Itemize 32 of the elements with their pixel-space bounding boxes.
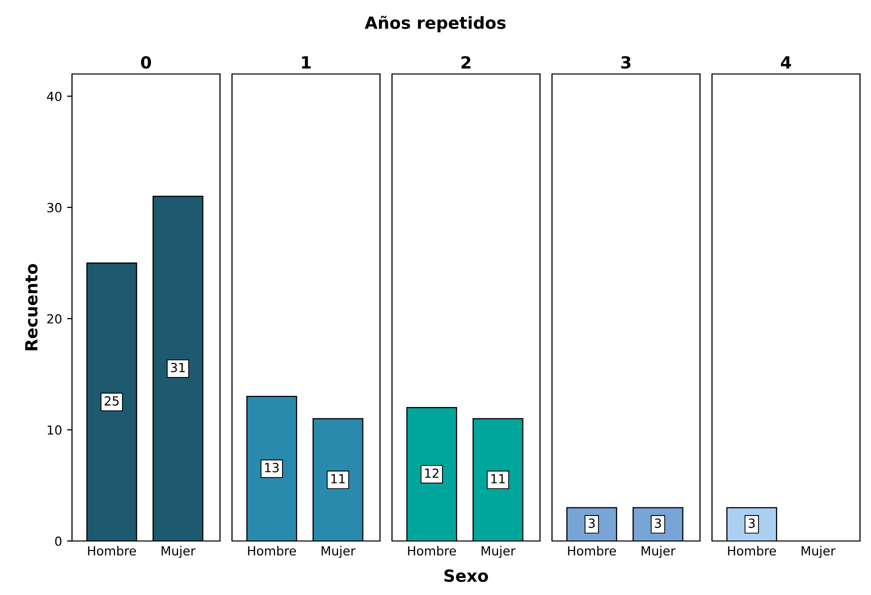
y-tick-label: 30 [47,202,62,212]
chart-title: 1 [302,56,311,68]
y-axis-title: Recuento [25,264,38,350]
data-label: 11 [491,474,505,484]
chart-title: 0 [141,56,151,69]
data-label: 3 [654,518,661,528]
x-tick-label: Hombre [408,546,456,556]
data-label: 31 [170,362,185,372]
data-label: 3 [588,518,595,528]
data-label: 12 [425,468,438,478]
chart-title: 4 [780,56,792,68]
y-tick-label: 40 [46,92,62,102]
chart-title: 2 [462,56,470,68]
text: Años repetidos [364,16,506,32]
y-tick-label: 10 [48,425,62,435]
data-label: 11 [331,474,345,484]
x-tick-label: Mujer [162,546,196,558]
y-tick-label: 0 [55,536,62,546]
x-tick-label: Hombre [248,546,296,556]
chart-title: 3 [621,56,630,69]
x-tick-label: Hombre [728,546,776,556]
x-axis-title: Sexo [444,569,488,582]
data-label: 3 [748,518,755,528]
x-tick-label: Mujer [642,546,676,558]
data-label: 25 [104,396,119,406]
x-tick-label: Mujer [322,546,356,558]
x-tick-label: Hombre [568,546,616,556]
x-tick-label: Hombre [88,546,136,556]
x-tick-label: Mujer [482,546,516,558]
data-label: 13 [265,462,279,472]
y-tick-label: 20 [47,314,62,324]
x-tick-label: Mujer [802,546,836,558]
